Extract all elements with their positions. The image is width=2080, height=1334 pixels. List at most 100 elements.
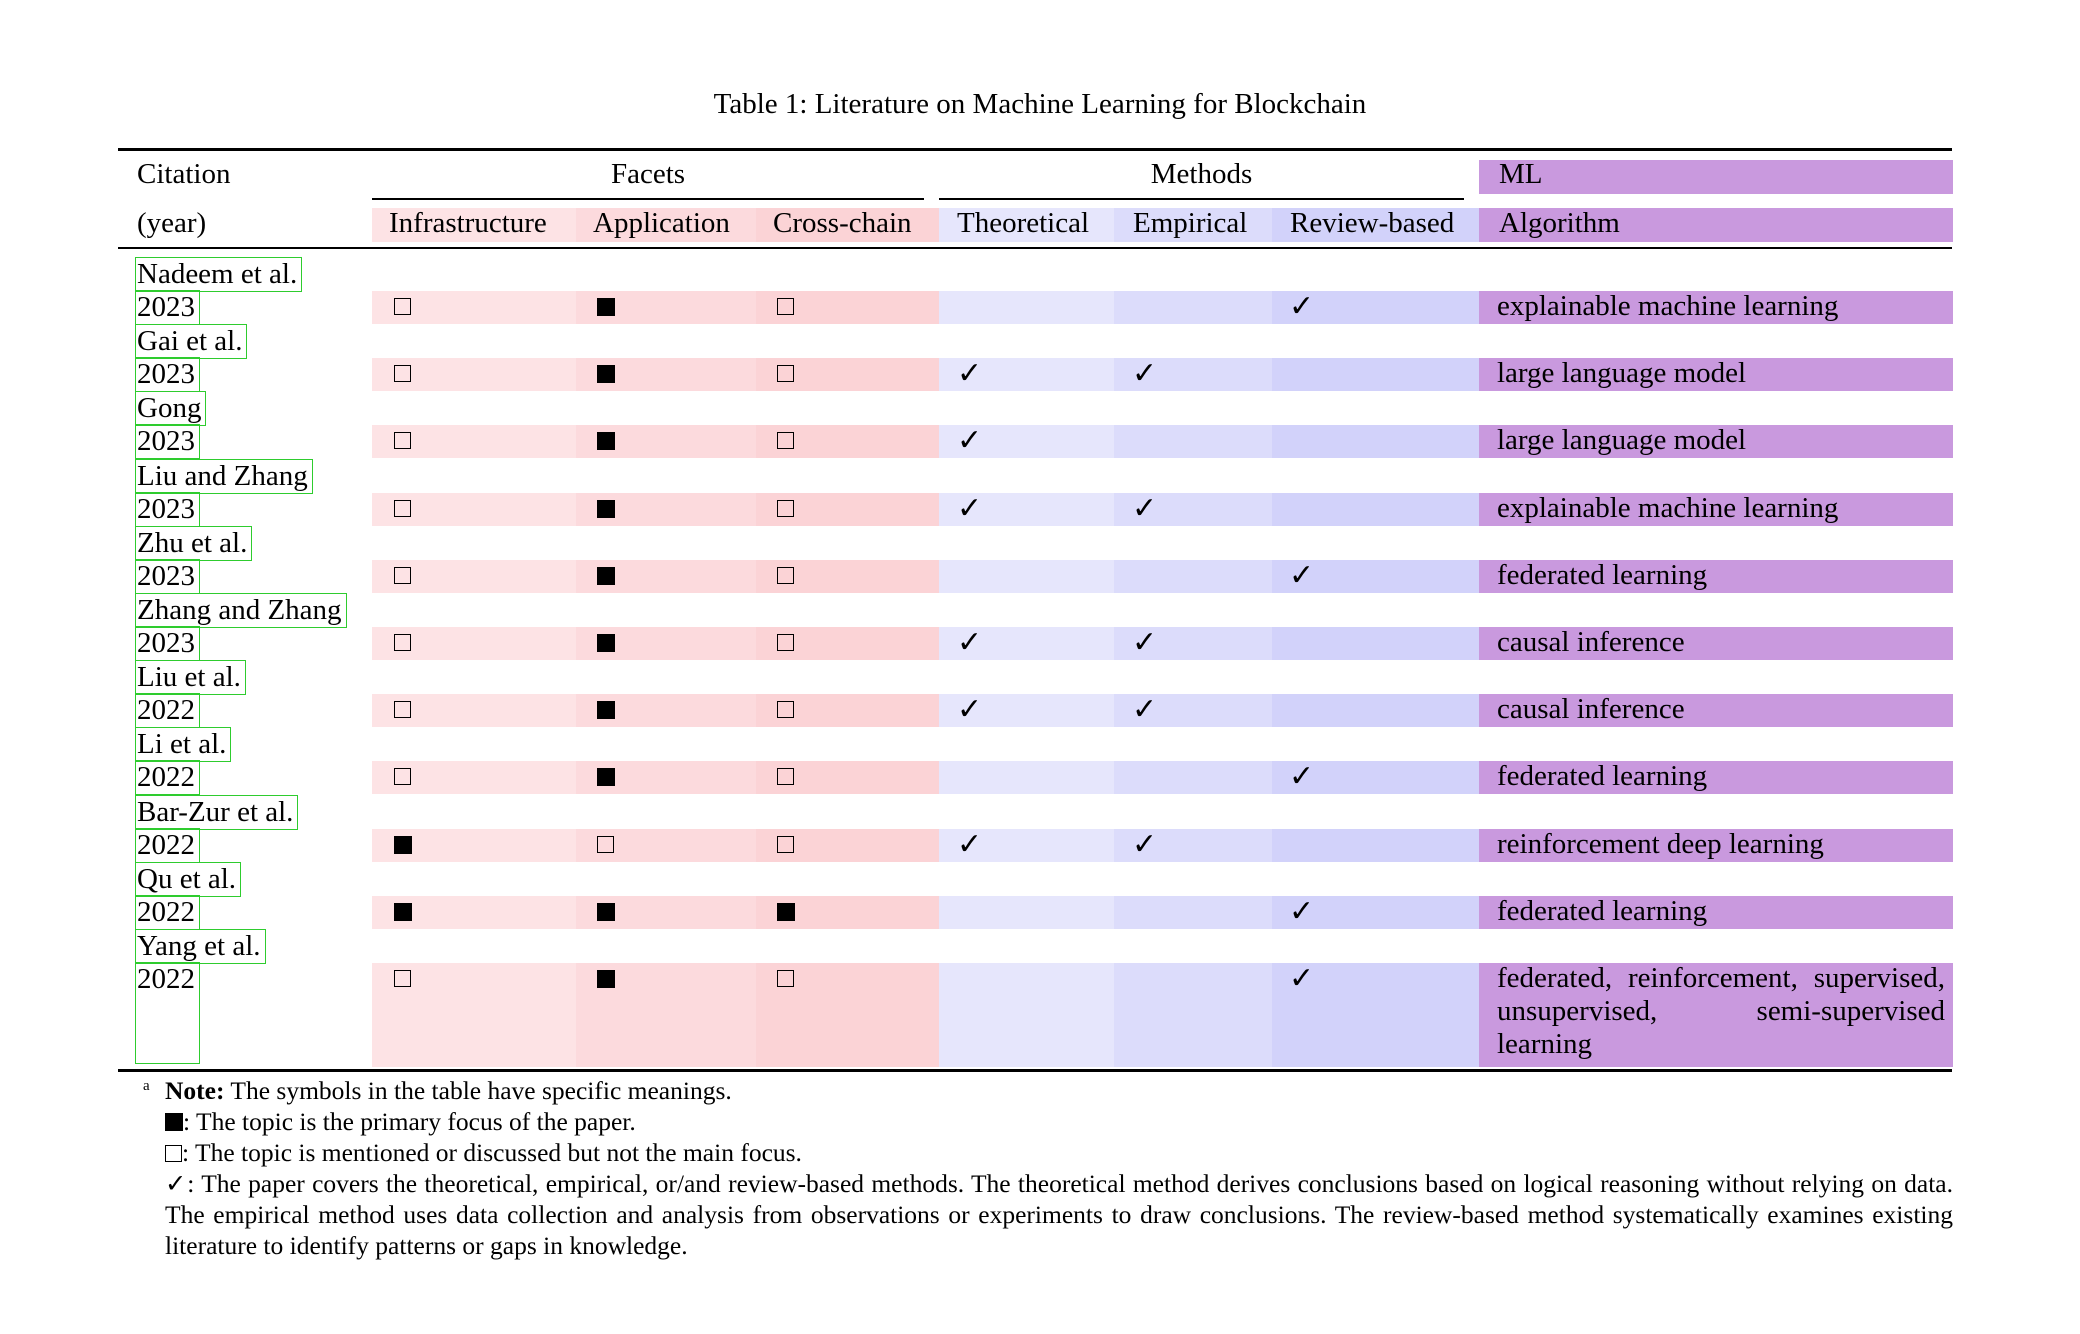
filled-square-icon [597,634,615,652]
cell-band-theoretical [939,895,1114,929]
algorithm-cell: reinforcement deep learning [1497,827,1824,860]
note-mentioned-text: : The topic is mentioned or discussed bu… [182,1138,802,1167]
filled-square-icon [165,1113,183,1132]
cell-band-review [1272,492,1479,526]
citation-name: Bar-Zur et al. [135,794,299,830]
column-header-band-empirical [1114,208,1272,242]
cell-band-algorithm [1479,291,1953,324]
check-icon: ✓ [957,693,983,727]
cell-band-review [1272,761,1479,795]
note-primary: : The topic is the primary focus of the … [143,1106,1953,1137]
citation-name: Li et al. [135,727,232,763]
check-icon: ✓ [1289,558,1315,592]
cell-band-algorithm [1479,694,1953,728]
column-header-review: Review-based [1290,207,1455,239]
cell-band-theoretical [939,291,1114,324]
empty-square-icon [777,768,794,786]
bottom-rule [118,1069,1952,1072]
filled-square-icon [597,499,615,518]
filled-square-icon [597,298,615,316]
check-icon: ✓ [1132,491,1158,525]
cell-band-algorithm [1479,425,1953,459]
citation-name: Zhu et al. [135,525,253,561]
check-icon: ✓ [957,491,983,525]
table-caption: Table 1: Literature on Machine Learning … [713,88,1367,120]
cell-band-crosschain [756,559,939,593]
header-facets: Facets [610,158,686,190]
cell-band-algorithm [1479,559,1953,593]
methods-cmidrule [939,198,1464,200]
column-header-theoretical: Theoretical [957,207,1090,239]
algorithm-cell: causal inference [1497,626,1685,658]
cell-band-review [1272,627,1479,660]
filled-square-icon [597,701,615,720]
citation-year: 2023 [135,626,200,661]
check-icon: ✓ [1289,290,1315,323]
cell-band-crosschain [756,761,939,795]
check-icon: ✓ [1132,693,1158,727]
cell-band-review [1272,425,1479,459]
column-header-band-crosschain [756,208,939,242]
cell-band-theoretical [939,559,1114,593]
empty-square-icon [777,566,794,584]
cell-band-theoretical [939,492,1114,526]
cell-band-algorithm [1479,761,1953,795]
cell-band-review [1272,559,1479,593]
algorithm-cell: federated learning [1497,894,1708,927]
header-ml: ML [1499,158,1543,190]
citation-year: 2022 [135,760,200,796]
cell-band-application [576,828,756,862]
cell-band-theoretical [939,425,1114,459]
citation-year: 2023 [135,424,200,460]
empty-square-icon [165,1144,182,1162]
cell-band-theoretical [939,761,1114,795]
empty-square-icon [777,298,794,315]
cell-band-empirical [1114,492,1272,526]
cell-band-crosschain [756,358,939,392]
cell-band-empirical [1114,291,1272,324]
cell-band-algorithm [1479,895,1953,929]
mid-rule [118,247,1952,249]
check-icon: ✓ [1132,357,1158,391]
check-icon: ✓ [957,827,983,861]
cell-band-crosschain [756,694,939,728]
cell-band-review [1272,694,1479,728]
facets-cmidrule [372,198,924,200]
empty-square-icon [394,701,411,719]
algorithm-cell: federated learning [1497,558,1708,591]
algorithm-cell: explainable machine learning [1497,290,1839,322]
citation-name: Zhang and Zhang [135,593,347,628]
note-intro-text: The symbols in the table have specific m… [230,1076,732,1105]
filled-square-icon [597,432,615,451]
filled-square-icon [394,835,412,854]
citation-year: 2022 [135,962,200,1064]
column-header-algorithm: Algorithm [1499,207,1620,239]
top-rule [118,148,1952,151]
cell-band-infrastructure [372,425,576,459]
column-header-band-theoretical [939,208,1114,242]
column-header-band-review [1272,208,1479,242]
citation-year: 2023 [135,357,200,393]
cell-band-empirical [1114,963,1272,1067]
check-icon: ✓ [957,424,983,458]
check-icon: ✓ [1132,626,1158,659]
ml-header-band [1479,160,1953,194]
cell-band-algorithm [1479,358,1953,392]
empty-square-icon [394,768,411,786]
cell-band-algorithm [1479,963,1953,1067]
empty-square-icon [394,298,411,315]
empty-square-icon [777,701,794,719]
cell-band-empirical [1114,761,1272,795]
header-year: (year) [137,207,207,239]
column-header-empirical: Empirical [1133,207,1248,239]
cell-band-crosschain [756,627,939,660]
check-icon: ✓ [165,1169,188,1198]
cell-band-review [1272,895,1479,929]
algorithm-cell: explainable machine learning [1497,491,1839,524]
table-notes: a Note: The symbols in the table have sp… [143,1075,1953,1261]
empty-square-icon [394,432,411,450]
citation-year: 2022 [135,894,200,930]
column-header-band-algorithm [1479,208,1953,242]
cell-band-crosschain [756,492,939,526]
